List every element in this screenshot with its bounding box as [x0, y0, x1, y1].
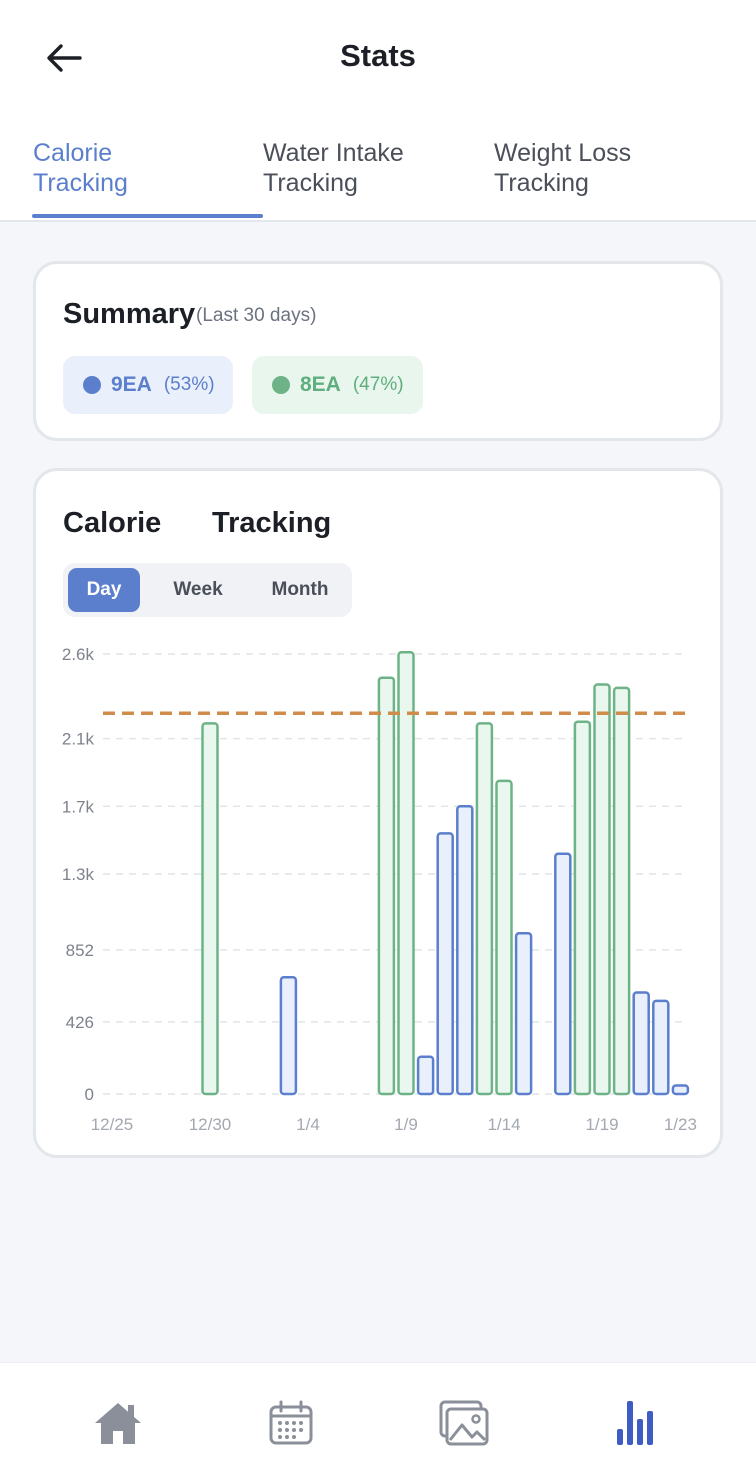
- x-tick-label: 1/14: [487, 1115, 520, 1134]
- bar-green: [593, 683, 611, 1096]
- arrow-left-icon: [47, 44, 82, 72]
- chart-title-calorie: Calorie: [63, 507, 162, 539]
- bar-green: [201, 722, 219, 1096]
- y-tick-label: 426: [66, 1013, 94, 1032]
- bar-green: [573, 720, 592, 1096]
- tab-label-line2: Tracking: [33, 169, 128, 197]
- nav-stats[interactable]: [607, 1393, 667, 1453]
- bar-blue: [632, 991, 650, 1096]
- summary-count-blue: 9EA: [111, 373, 152, 396]
- bar-blue: [436, 832, 454, 1096]
- x-tick-label: 1/4: [296, 1115, 320, 1134]
- bar-green: [397, 651, 415, 1096]
- tab-label-line2: Tracking: [494, 169, 589, 197]
- period-selector: Day Week Month: [63, 563, 352, 617]
- y-tick-label: 1.3k: [62, 865, 95, 884]
- tab-label-line1: Calorie: [33, 139, 113, 167]
- tab-label-line1: Water Intake: [263, 139, 404, 167]
- nav-gallery[interactable]: [434, 1393, 494, 1453]
- summary-title: Summary: [63, 298, 196, 330]
- nav-home[interactable]: [88, 1393, 148, 1453]
- calendar-icon: [269, 1400, 313, 1445]
- tab-bar: Calorie Tracking Water Intake Tracking W…: [0, 118, 756, 222]
- bar-blue: [416, 1055, 435, 1096]
- bar-blue: [514, 931, 533, 1096]
- calorie-chart-card: Calorie Tracking Day Week Month 0 426 852 1…: [33, 468, 723, 1158]
- summary-count-green: 8EA: [300, 373, 341, 396]
- bar-chart-icon: [617, 1401, 653, 1445]
- summary-period: (Last 30 days): [196, 305, 317, 326]
- green-dot-icon: [272, 376, 290, 394]
- header: Stats: [0, 0, 756, 118]
- x-tick-label: 1/9: [394, 1115, 418, 1134]
- summary-card: Summary (Last 30 days) 9EA (53%) 8EA (47…: [33, 261, 723, 441]
- bar-blue: [671, 1084, 690, 1096]
- nav-calendar[interactable]: [261, 1393, 321, 1453]
- bar-blue: [279, 975, 298, 1096]
- bar-green: [377, 676, 396, 1096]
- home-icon: [95, 1403, 141, 1444]
- chart-title-tracking: Tracking: [212, 507, 332, 539]
- x-tick-label: 1/19: [585, 1115, 618, 1134]
- back-button[interactable]: [40, 36, 88, 80]
- y-tick-label: 852: [66, 941, 94, 960]
- y-tick-label: 1.7k: [62, 797, 95, 816]
- gallery-icon: [439, 1400, 489, 1446]
- x-tick-label: 1/23: [664, 1115, 697, 1134]
- tab-label-line2: Tracking: [263, 169, 358, 197]
- bar-blue: [456, 805, 474, 1096]
- bar-blue: [554, 852, 572, 1096]
- calorie-bar-chart: 0 426 852 1.3k 1.7k 2.1k 2.6k 12/25 12/30 1/4 1/9 1…: [62, 645, 697, 1134]
- period-month-button[interactable]: Month: [271, 579, 329, 600]
- active-tab-indicator: [32, 214, 263, 218]
- bar-blue: [652, 999, 670, 1096]
- y-tick-label: 0: [85, 1085, 94, 1104]
- bar-green: [612, 686, 631, 1096]
- period-week-button[interactable]: Week: [173, 579, 223, 600]
- page-title: Stats: [340, 38, 416, 73]
- x-tick-label: 12/25: [91, 1115, 134, 1134]
- summary-percent-blue: (53%): [163, 374, 215, 395]
- y-tick-label: 2.1k: [62, 730, 95, 749]
- summary-pill-blue: 9EA (53%): [63, 356, 233, 414]
- summary-percent-green: (47%): [352, 374, 404, 395]
- x-tick-label: 12/30: [189, 1115, 232, 1134]
- bottom-nav: [0, 1362, 756, 1475]
- y-tick-label: 2.6k: [62, 645, 95, 664]
- bar-green: [475, 722, 494, 1096]
- summary-pill-green: 8EA (47%): [252, 356, 423, 414]
- blue-dot-icon: [83, 376, 101, 394]
- tab-label-line1: Weight Loss: [494, 139, 632, 167]
- bar-green: [495, 779, 513, 1096]
- period-day-button[interactable]: Day: [68, 568, 140, 612]
